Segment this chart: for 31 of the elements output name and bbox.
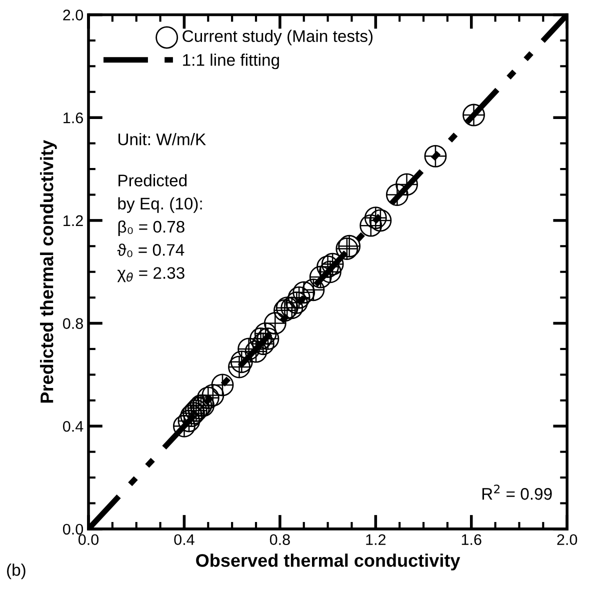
- point: [360, 214, 382, 237]
- y-axis-title: Predicted thermal conductivity: [40, 140, 57, 403]
- x-tick-label: 1.2: [366, 534, 386, 545]
- annotation: R$^{2}$ = 0.99: [482, 484, 552, 500]
- y-tick-label: 1.6: [64, 112, 83, 124]
- point: [292, 281, 316, 304]
- legend-label: Current study (Main tests): [182, 30, 373, 46]
- y-tick-label: 0.0: [62, 524, 84, 535]
- x-axis-title: Observed thermal conductivity: [196, 554, 460, 570]
- annotation: Predicted: [118, 174, 187, 186]
- x-tick-label: 0.4: [174, 534, 194, 546]
- legend-label: 1:1 line fitting: [183, 54, 279, 70]
- point: [364, 206, 387, 230]
- y-tick-label: 0.8: [62, 318, 83, 329]
- x-tick-label: 2.0: [557, 534, 578, 546]
- annotation: β₀ = 0.78: [118, 220, 184, 236]
- x-tick-label: 0.0: [78, 534, 99, 546]
- text: (b): [7, 564, 26, 580]
- y-tick-label: 1.2: [64, 215, 83, 226]
- annotation: by Eq. (10):: [118, 197, 202, 213]
- y-tick-label: 0.4: [62, 420, 84, 432]
- point: [228, 356, 250, 378]
- x-tick-label: 1.6: [462, 534, 482, 546]
- annotation: χ$_{θ}$ = 2.33: [117, 267, 184, 282]
- y-tick-label: 2.0: [63, 10, 84, 20]
- annotation: Unit: W/m/K: [118, 133, 206, 146]
- annotation: ϑ₀ = 0.74: [117, 244, 184, 258]
- point: [369, 209, 392, 232]
- point: [230, 350, 253, 374]
- point: [302, 278, 325, 302]
- x-tick-label: 0.8: [270, 534, 290, 546]
